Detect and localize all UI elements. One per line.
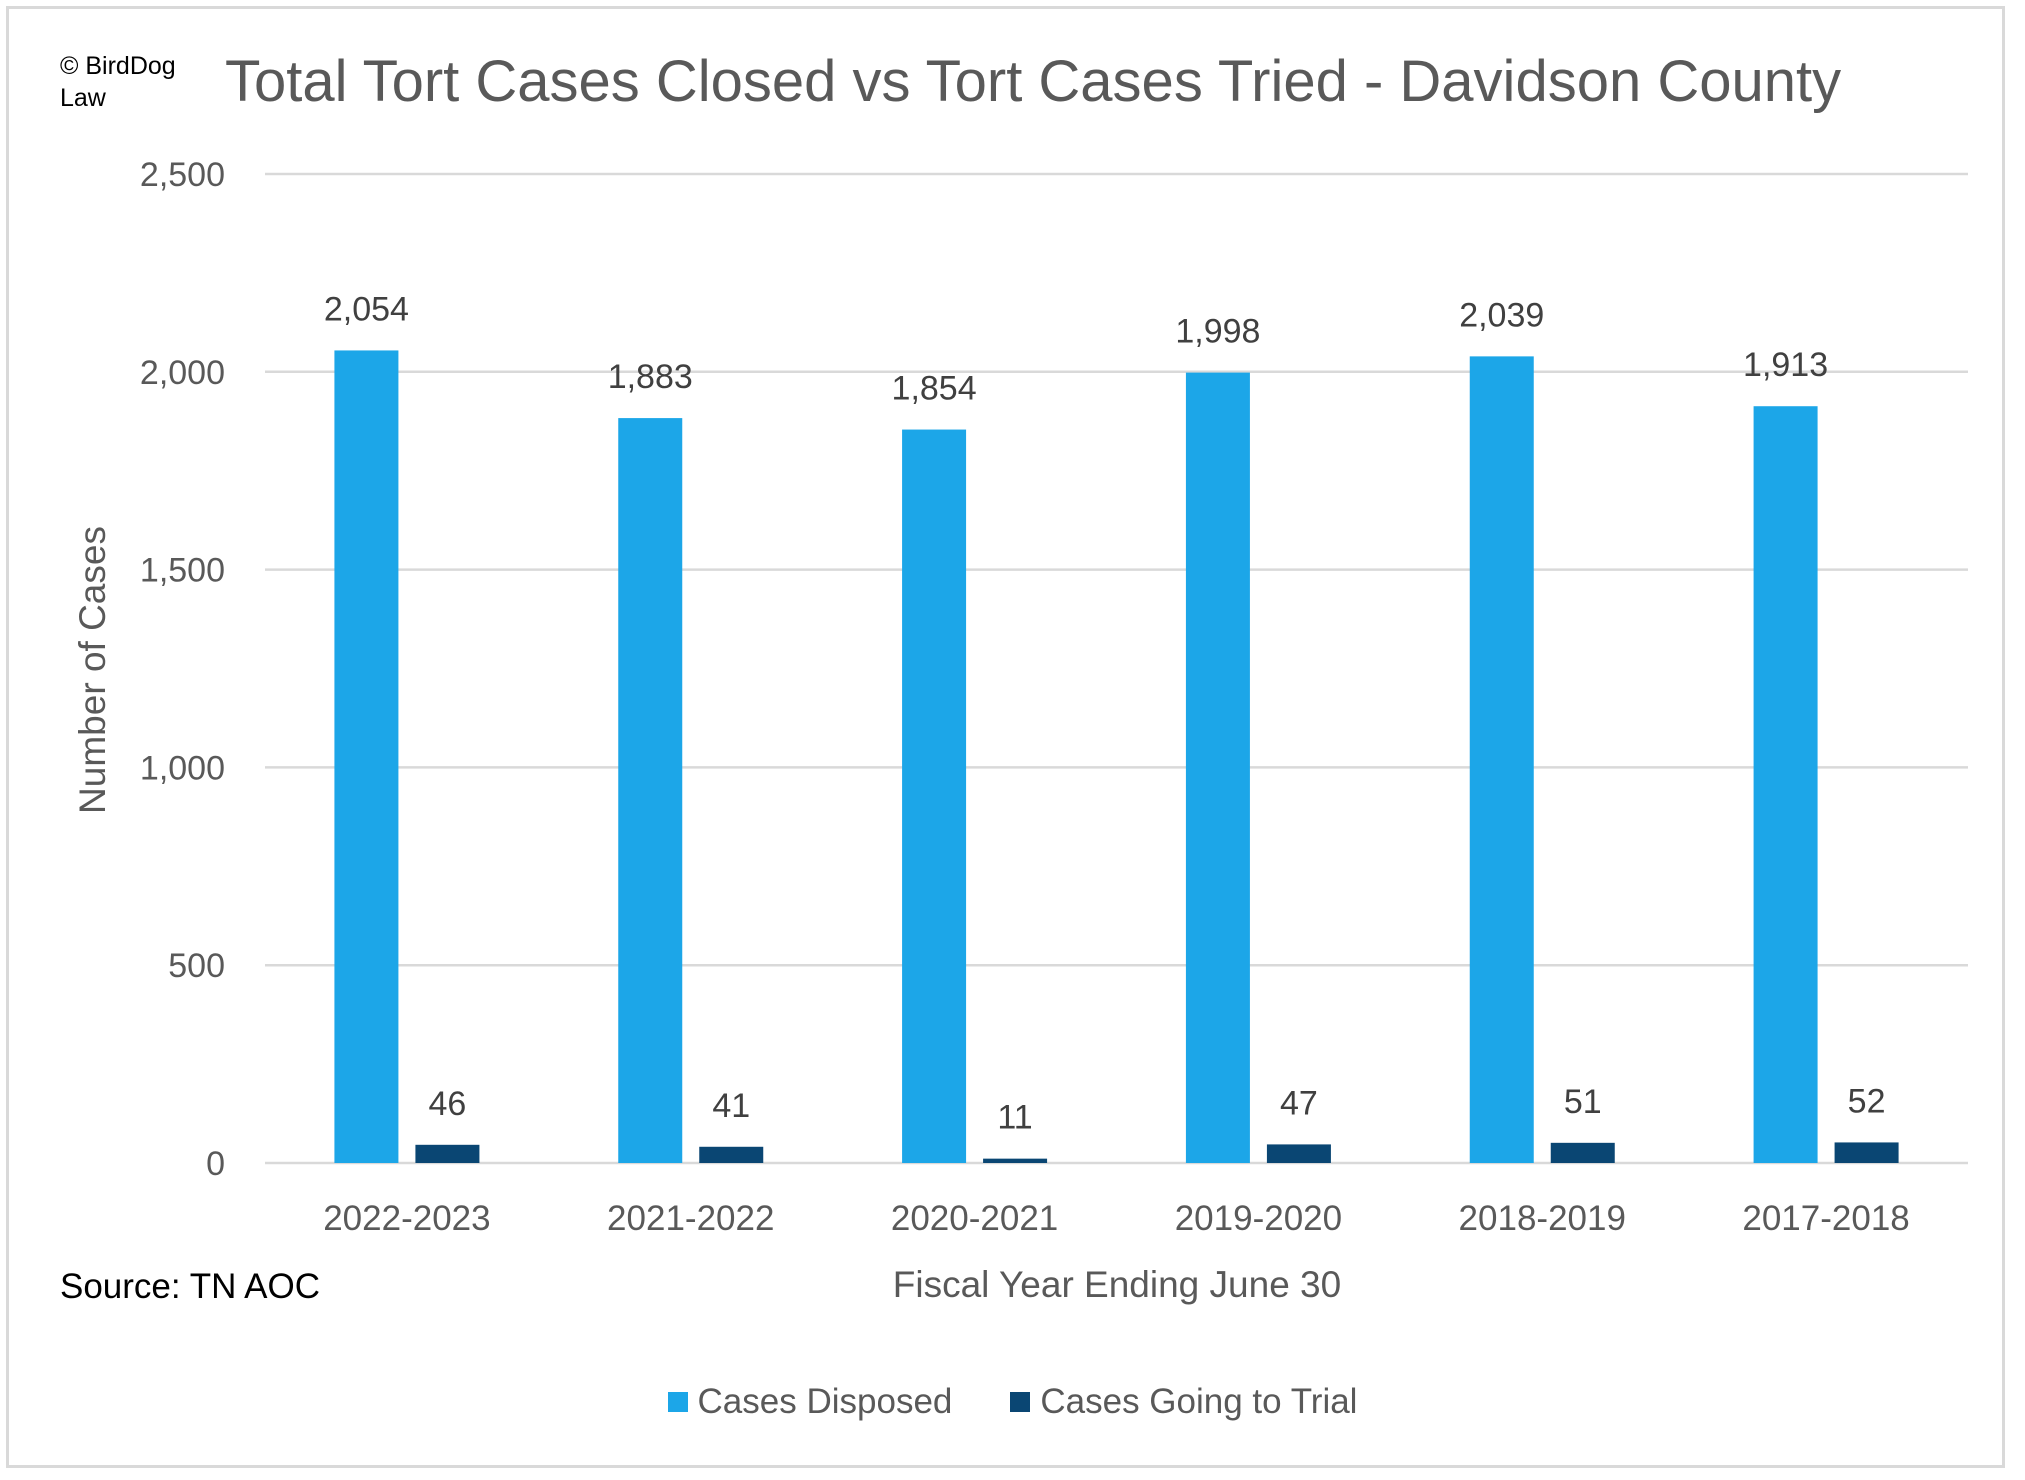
- data-label-trial: 52: [1848, 1082, 1886, 1120]
- bar-disposed: [902, 429, 967, 1163]
- y-axis-label: Number of Cases: [72, 526, 113, 814]
- bar-trial: [1266, 1144, 1331, 1163]
- legend: Cases Disposed Cases Going to Trial: [0, 1382, 2025, 1422]
- bar-trial: [1550, 1142, 1615, 1163]
- legend-label-trial: Cases Going to Trial: [1040, 1382, 1358, 1421]
- bar-disposed: [1469, 356, 1534, 1164]
- y-tick-label: 1,000: [140, 749, 225, 787]
- chart-frame: [6, 6, 2005, 1468]
- x-tick-label: 2020-2021: [891, 1199, 1058, 1238]
- y-tick-label: 0: [206, 1145, 225, 1183]
- data-label-trial: 47: [1280, 1084, 1318, 1122]
- x-tick-label: 2017-2018: [1742, 1199, 1909, 1238]
- data-label-disposed: 1,913: [1743, 346, 1828, 384]
- y-tick-label: 2,000: [140, 354, 225, 392]
- legend-label-disposed: Cases Disposed: [697, 1382, 953, 1421]
- legend-item-disposed: Cases Disposed: [667, 1382, 953, 1422]
- x-axis-label: Fiscal Year Ending June 30: [893, 1264, 1341, 1305]
- legend-swatch-disposed: [667, 1392, 688, 1412]
- bar-trial: [983, 1158, 1048, 1163]
- data-label-trial: 41: [712, 1087, 750, 1125]
- data-label-trial: 11: [997, 1099, 1032, 1137]
- bar-disposed: [1185, 372, 1250, 1163]
- x-tick-label: 2021-2022: [607, 1199, 774, 1238]
- bar-trial: [699, 1146, 764, 1163]
- legend-swatch-trial: [1010, 1392, 1031, 1412]
- bar-disposed: [618, 418, 683, 1163]
- y-tick-label: 500: [168, 947, 225, 985]
- data-label-trial: 51: [1564, 1083, 1602, 1121]
- bar-trial: [1834, 1142, 1899, 1163]
- y-tick-label: 1,500: [140, 552, 225, 590]
- data-label-disposed: 1,854: [892, 370, 977, 408]
- copyright-notice: © BirdDog Law: [60, 52, 176, 112]
- data-label-disposed: 2,054: [324, 290, 409, 328]
- data-label-trial: 46: [429, 1085, 467, 1123]
- legend-item-trial: Cases Going to Trial: [1010, 1382, 1357, 1422]
- source-note: Source: TN AOC: [60, 1267, 321, 1306]
- data-label-disposed: 2,039: [1459, 296, 1544, 334]
- chart-title: Total Tort Cases Closed vs Tort Cases Tr…: [225, 49, 1842, 114]
- y-tick-label: 2,500: [140, 156, 225, 194]
- bar-disposed: [334, 350, 399, 1163]
- x-tick-label: 2018-2019: [1459, 1199, 1626, 1238]
- bar-trial: [415, 1144, 480, 1163]
- x-tick-label: 2019-2020: [1175, 1199, 1342, 1238]
- data-label-disposed: 1,998: [1175, 313, 1260, 351]
- data-label-disposed: 1,883: [608, 358, 693, 396]
- x-tick-label: 2022-2023: [323, 1199, 490, 1238]
- bar-disposed: [1753, 406, 1818, 1164]
